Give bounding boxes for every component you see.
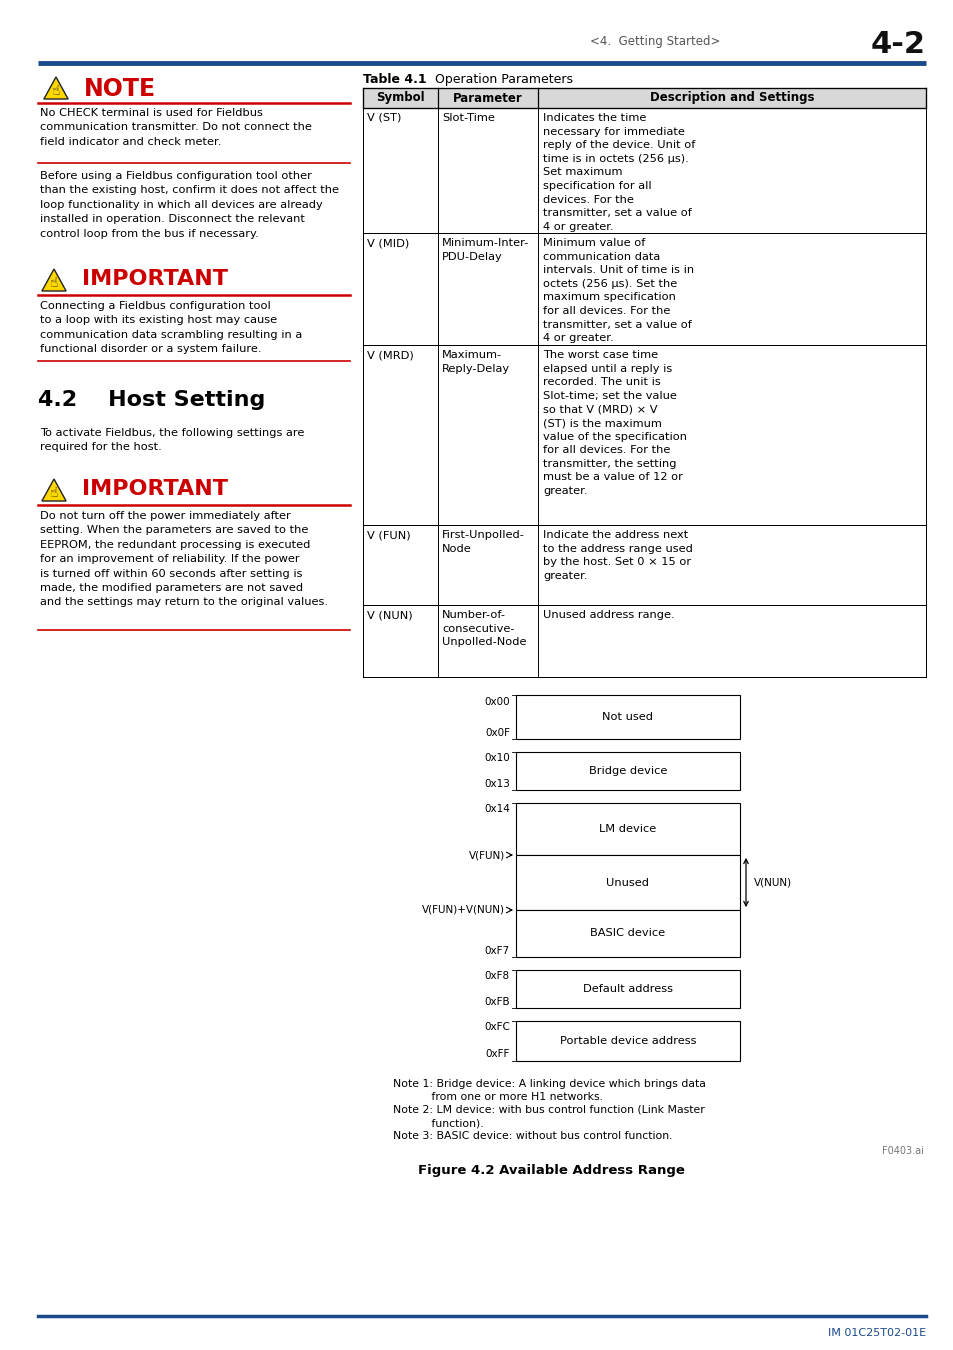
Text: BASIC device: BASIC device — [590, 929, 665, 938]
Text: First-Unpolled-
Node: First-Unpolled- Node — [441, 531, 524, 554]
Text: 0xFC: 0xFC — [483, 1022, 510, 1031]
Text: Operation Parameters: Operation Parameters — [415, 73, 573, 86]
Text: Default address: Default address — [582, 984, 672, 994]
Text: V(FUN): V(FUN) — [468, 850, 504, 860]
Text: Slot-Time: Slot-Time — [441, 113, 495, 123]
Text: IM 01C25T02-01E: IM 01C25T02-01E — [827, 1328, 925, 1338]
Text: 4-2: 4-2 — [870, 30, 925, 59]
Text: Minimum-Inter-
PDU-Delay: Minimum-Inter- PDU-Delay — [441, 238, 529, 262]
Text: 0xF8: 0xF8 — [484, 971, 510, 981]
Text: F0403.ai: F0403.ai — [882, 1146, 923, 1156]
Text: 0xFF: 0xFF — [485, 1049, 510, 1058]
Text: from one or more H1 networks.: from one or more H1 networks. — [393, 1092, 602, 1102]
Text: Unused: Unused — [606, 878, 649, 887]
Text: Indicates the time
necessary for immediate
reply of the device. Unit of
time is : Indicates the time necessary for immedia… — [542, 113, 695, 232]
Text: <4.  Getting Started>: <4. Getting Started> — [589, 35, 720, 49]
Text: Available Address Range: Available Address Range — [476, 1164, 684, 1177]
Text: V(FUN)+V(NUN): V(FUN)+V(NUN) — [421, 904, 504, 915]
Text: Connecting a Fieldbus configuration tool
to a loop with its existing host may ca: Connecting a Fieldbus configuration tool… — [40, 301, 302, 354]
Bar — [516, 855, 740, 910]
Text: Symbol: Symbol — [375, 92, 424, 104]
Bar — [363, 234, 925, 346]
Text: V (MID): V (MID) — [367, 238, 409, 248]
Text: 0xF7: 0xF7 — [484, 946, 510, 956]
Text: Note 3: BASIC device: without bus control function.: Note 3: BASIC device: without bus contro… — [393, 1131, 672, 1141]
Text: Table 4.1: Table 4.1 — [363, 73, 426, 86]
Text: Do not turn off the power immediately after
setting. When the parameters are sav: Do not turn off the power immediately af… — [40, 512, 328, 608]
Text: 0x00: 0x00 — [484, 697, 510, 707]
Text: ☝: ☝ — [50, 486, 58, 501]
Text: Figure 4.2: Figure 4.2 — [417, 1164, 494, 1177]
Text: IMPORTANT: IMPORTANT — [82, 269, 228, 289]
Bar — [363, 108, 925, 234]
Text: No CHECK terminal is used for Fieldbus
communication transmitter. Do not connect: No CHECK terminal is used for Fieldbus c… — [40, 108, 312, 147]
Text: Not used: Not used — [602, 711, 653, 722]
Polygon shape — [42, 479, 66, 501]
Bar — [516, 803, 740, 855]
Text: LM device: LM device — [598, 824, 656, 834]
Text: V (NUN): V (NUN) — [367, 610, 413, 620]
Text: 4.2    Host Setting: 4.2 Host Setting — [38, 390, 265, 410]
Bar — [363, 605, 925, 676]
Text: NOTE: NOTE — [84, 77, 156, 101]
Text: V(NUN): V(NUN) — [753, 878, 791, 887]
Bar — [516, 752, 740, 790]
Bar — [363, 525, 925, 605]
Text: Before using a Fieldbus configuration tool other
than the existing host, confirm: Before using a Fieldbus configuration to… — [40, 171, 338, 239]
Text: ☝: ☝ — [50, 277, 58, 290]
Polygon shape — [44, 77, 68, 99]
Text: Maximum-
Reply-Delay: Maximum- Reply-Delay — [441, 350, 510, 374]
Text: V (ST): V (ST) — [367, 113, 401, 123]
Text: To activate Fieldbus, the following settings are
required for the host.: To activate Fieldbus, the following sett… — [40, 428, 304, 452]
Bar — [363, 88, 925, 108]
Text: V (MRD): V (MRD) — [367, 350, 414, 360]
Text: Unused address range.: Unused address range. — [542, 610, 674, 620]
Text: The worst case time
elapsed until a reply is
recorded. The unit is
Slot-time; se: The worst case time elapsed until a repl… — [542, 350, 686, 495]
Text: Description and Settings: Description and Settings — [649, 92, 814, 104]
Bar — [516, 695, 740, 738]
Text: function).: function). — [393, 1118, 483, 1129]
Text: Indicate the address next
to the address range used
by the host. Set 0 × 15 or
g: Indicate the address next to the address… — [542, 531, 692, 580]
Polygon shape — [42, 269, 66, 292]
Text: Parameter: Parameter — [453, 92, 522, 104]
Text: 0x14: 0x14 — [483, 805, 510, 814]
Bar — [516, 971, 740, 1008]
Text: 0x10: 0x10 — [484, 753, 510, 763]
Bar — [516, 910, 740, 957]
Text: Minimum value of
communication data
intervals. Unit of time is in
octets (256 μs: Minimum value of communication data inte… — [542, 238, 694, 343]
Text: Bridge device: Bridge device — [588, 765, 666, 776]
Text: Portable device address: Portable device address — [559, 1035, 696, 1046]
Text: ☝: ☝ — [51, 84, 60, 99]
Text: 0x13: 0x13 — [483, 779, 510, 788]
Text: Note 1: Bridge device: A linking device which brings data: Note 1: Bridge device: A linking device … — [393, 1079, 705, 1089]
Text: 0x0F: 0x0F — [484, 728, 510, 738]
Text: V (FUN): V (FUN) — [367, 531, 410, 540]
Text: Note 2: LM device: with bus control function (Link Master: Note 2: LM device: with bus control func… — [393, 1106, 704, 1115]
Text: Number-of-
consecutive-
Unpolled-Node: Number-of- consecutive- Unpolled-Node — [441, 610, 526, 647]
Text: 0xFB: 0xFB — [484, 998, 510, 1007]
Bar — [516, 1021, 740, 1061]
Bar — [363, 346, 925, 525]
Text: IMPORTANT: IMPORTANT — [82, 479, 228, 500]
